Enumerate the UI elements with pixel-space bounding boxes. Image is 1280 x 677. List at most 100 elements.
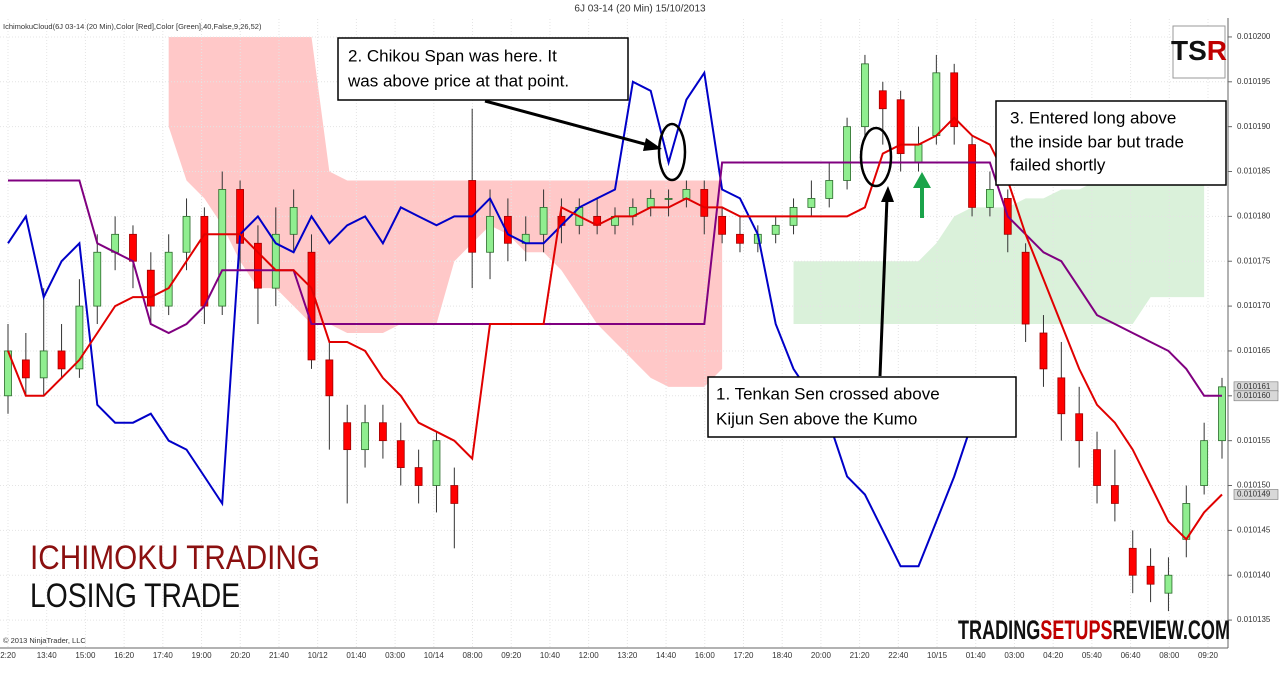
y-tick-label: 0.010185	[1237, 167, 1271, 176]
annotation-text: the inside bar but trade	[1010, 132, 1184, 151]
y-tick-label: 0.010150	[1237, 481, 1271, 490]
candle-body	[39, 350, 48, 379]
x-tick-label: 21:20	[850, 651, 871, 660]
candle-body	[289, 206, 298, 235]
candle-body	[896, 99, 905, 154]
candle-body	[129, 233, 137, 262]
price-marker	[1233, 390, 1279, 402]
candle-body	[325, 359, 334, 397]
candle-body	[503, 215, 512, 244]
cloud-layer	[168, 36, 1205, 387]
annotation-box	[707, 376, 1017, 438]
candle-body	[1110, 485, 1119, 504]
candle-body	[1128, 547, 1137, 576]
candle-body	[700, 189, 709, 217]
candle-body	[93, 251, 102, 307]
annotation-box	[995, 100, 1227, 186]
y-tick-label: 0.010135	[1237, 615, 1271, 624]
candle-body	[950, 72, 959, 128]
candle-body	[450, 485, 459, 504]
candle-body	[379, 422, 387, 442]
x-tick-label: 08:00	[463, 651, 484, 660]
candle-body	[414, 467, 423, 486]
candle-body	[361, 422, 369, 451]
candle-body	[307, 251, 316, 361]
candle-body	[111, 233, 120, 253]
highlight-ellipse	[657, 122, 687, 182]
candle-body	[932, 72, 941, 137]
y-tick-label: 0.010195	[1237, 77, 1271, 86]
x-tick-label: 05:40	[1082, 651, 1103, 660]
x-tick-label: 04:20	[1043, 651, 1064, 660]
y-tick-label: 0.010175	[1237, 256, 1271, 265]
candle-body	[843, 126, 851, 181]
kumo-cloud	[793, 180, 1205, 325]
logo: TSR	[1171, 35, 1227, 66]
kumo-cloud	[168, 36, 723, 387]
price-marker-label: 0.010160	[1237, 391, 1271, 400]
arrow-head	[643, 138, 662, 151]
candle-body	[986, 189, 994, 208]
annotation-text: failed shortly	[1010, 155, 1106, 174]
logo-part: R	[1207, 35, 1227, 66]
x-tick-label: 20:20	[230, 651, 251, 660]
candle-body	[343, 422, 352, 451]
candle-body	[432, 440, 441, 486]
candle-body	[878, 90, 887, 110]
x-tick-label: 20:00	[811, 651, 832, 660]
y-tick-label: 0.010145	[1237, 525, 1271, 534]
candle-body	[57, 350, 66, 370]
candle-body	[1039, 332, 1048, 370]
price-marker-label: 0.010161	[1237, 382, 1271, 391]
x-tick-label: 08:00	[1159, 651, 1180, 660]
price-marker-label: 0.010149	[1237, 490, 1271, 499]
x-tick-label: 16:00	[695, 651, 716, 660]
brand-part: TRADING	[958, 615, 1040, 645]
indicator-line	[8, 161, 1222, 397]
arrow	[484, 99, 653, 148]
arrow-head	[881, 186, 894, 202]
candle-body	[718, 215, 727, 235]
annotation-text: 2. Chikou Span was here. It	[348, 46, 557, 65]
annotation-text: was above price at that point.	[347, 71, 569, 90]
x-tick-label: 10/12	[308, 651, 329, 660]
candle-body	[825, 180, 834, 199]
candle-body	[271, 233, 280, 289]
y-tick-label: 0.010155	[1237, 436, 1271, 445]
annotation-box	[337, 37, 629, 101]
candle-body	[75, 305, 84, 370]
x-tick-label: 06:40	[1121, 651, 1142, 660]
x-tick-label: 03:00	[1004, 651, 1025, 660]
x-tick-label: 17:40	[153, 651, 174, 660]
candle-body	[146, 269, 155, 307]
candle-body	[1093, 449, 1101, 486]
x-tick-label: 15:00	[75, 651, 96, 660]
candle-body	[1164, 574, 1173, 594]
x-tick-label: 19:00	[192, 651, 213, 660]
y-tick-label: 0.010140	[1237, 570, 1271, 579]
x-tick-label: 18:40	[772, 651, 793, 660]
x-tick-label: 13:20	[617, 651, 638, 660]
candle-body	[396, 440, 405, 468]
brand: TRADINGSETUPSREVIEW.COM	[958, 615, 1230, 645]
candle-body	[486, 215, 494, 253]
annotation-text: 3. Entered long above	[1010, 108, 1176, 127]
candle-body	[1057, 377, 1066, 415]
entry-arrow-head	[913, 172, 931, 188]
y-tick-label: 0.010170	[1237, 301, 1271, 310]
x-tick-label: 03:00	[385, 651, 406, 660]
indicator-label: IchimokuCloud(6J 03-14 (20 Min),Color [R…	[3, 22, 262, 31]
x-tick-label: 09:20	[501, 651, 522, 660]
candle-body	[539, 206, 548, 235]
candle-body	[1146, 565, 1155, 585]
brand-part: REVIEW.COM	[1113, 615, 1230, 645]
candle-body	[200, 215, 209, 307]
candle-body	[861, 63, 869, 128]
x-tick-label: 12:00	[579, 651, 600, 660]
copyright: © 2013 NinjaTrader, LLC	[3, 636, 86, 645]
y-tick-label: 0.010180	[1237, 211, 1271, 220]
brand-part: SETUPS	[1040, 615, 1112, 645]
candle-body	[1021, 251, 1030, 325]
y-tick-label: 0.010165	[1237, 346, 1271, 355]
candle-body	[254, 242, 262, 289]
